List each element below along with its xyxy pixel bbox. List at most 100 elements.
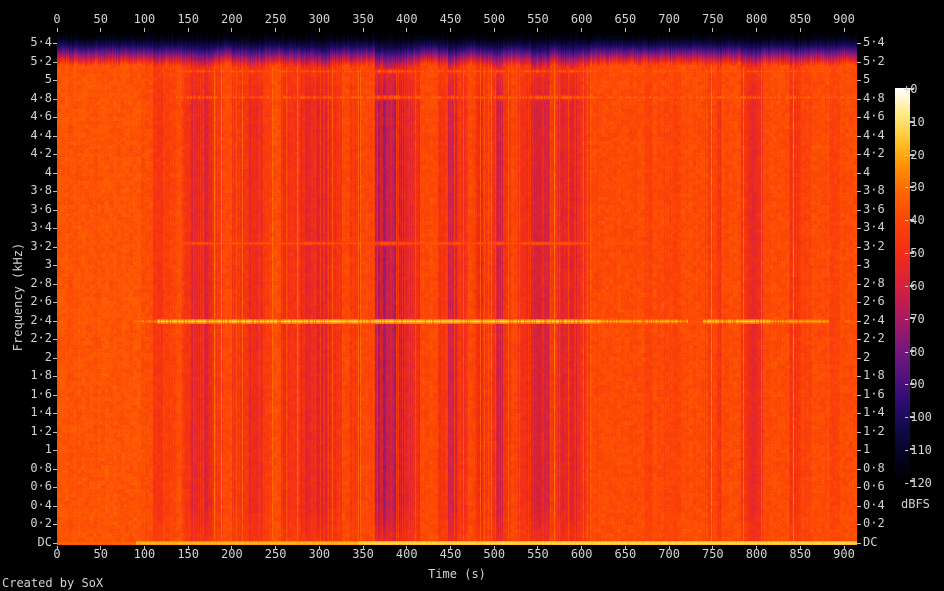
freq-tick-mark-left — [53, 191, 57, 193]
time-tick-label-bottom: 150 — [177, 547, 199, 561]
level-tick-label: -10 — [903, 114, 925, 129]
freq-tick-label-right: 3·6 — [863, 201, 885, 216]
time-tick-label-bottom: 100 — [133, 547, 156, 561]
freq-tick-mark-right — [857, 431, 861, 433]
time-tick-label-top: 250 — [264, 12, 287, 26]
time-tick-label-bottom: 300 — [308, 547, 331, 561]
freq-tick-mark-right — [857, 487, 861, 489]
freq-tick-mark-right — [857, 505, 861, 507]
time-tick-mark-bottom — [537, 546, 539, 550]
freq-tick-label-right: 2·6 — [863, 294, 885, 309]
freq-tick-label-left: 0·6 — [30, 479, 52, 494]
time-tick-mark-top — [187, 28, 189, 32]
time-tick-label-top: 850 — [789, 12, 812, 26]
freq-tick-mark-left — [53, 61, 57, 63]
time-tick-mark-bottom — [56, 546, 58, 550]
freq-tick-mark-left — [53, 228, 57, 230]
freq-tick-mark-right — [857, 265, 861, 267]
freq-tick-mark-left — [53, 524, 57, 526]
time-tick-mark-bottom — [843, 546, 845, 550]
freq-tick-label-right: 0·4 — [863, 497, 885, 512]
time-tick-mark-bottom — [799, 546, 801, 550]
level-tick-label: -60 — [903, 278, 925, 293]
time-tick-label-top: 550 — [527, 12, 549, 26]
level-tick-label: -20 — [903, 147, 925, 162]
freq-tick-mark-right — [857, 154, 861, 156]
freq-tick-label-right: 1·4 — [863, 405, 885, 420]
freq-tick-mark-left — [53, 283, 57, 285]
time-tick-label-top: 900 — [833, 12, 855, 26]
freq-tick-label-right: 5·4 — [863, 35, 885, 49]
freq-tick-label-left: 4·6 — [30, 109, 52, 124]
time-tick-mark-bottom — [187, 546, 189, 550]
freq-tick-label-left: 1 — [44, 442, 52, 457]
time-tick-label-top: 800 — [745, 12, 768, 26]
freq-tick-mark-left — [53, 413, 57, 415]
time-axis-title: Time (s) — [428, 567, 486, 581]
freq-tick-mark-left — [53, 394, 57, 396]
freq-tick-label-right: 3·4 — [863, 220, 885, 235]
freq-tick-mark-right — [857, 450, 861, 452]
freq-tick-mark-right — [857, 98, 861, 100]
freq-tick-label-left: 4 — [44, 164, 52, 179]
freq-tick-label-right: 4·8 — [863, 90, 885, 105]
time-tick-mark-bottom — [406, 546, 408, 550]
time-tick-mark-bottom — [581, 546, 583, 550]
time-tick-label-top: 200 — [221, 12, 243, 26]
freq-tick-mark-left — [53, 43, 57, 44]
freq-tick-mark-left — [53, 376, 57, 378]
time-tick-label-top: 450 — [439, 12, 462, 26]
freq-tick-label-left: 0·4 — [30, 497, 52, 512]
time-tick-mark-top — [143, 28, 145, 32]
time-tick-mark-bottom — [362, 546, 364, 550]
freq-tick-label-right: 4·2 — [863, 146, 885, 161]
level-tick-label: -100 — [903, 410, 932, 425]
freq-tick-label-right: 3·2 — [863, 238, 885, 253]
freq-tick-label-right: 0·8 — [863, 460, 885, 475]
freq-tick-label-right: 3·8 — [863, 183, 885, 198]
level-tick-label: -70 — [903, 311, 925, 326]
freq-tick-mark-right — [857, 43, 861, 44]
time-tick-mark-top — [756, 28, 758, 32]
freq-tick-mark-right — [857, 80, 861, 82]
dbfs-unit-label: dBFS — [901, 497, 930, 511]
freq-tick-label-left: 3·4 — [30, 220, 52, 235]
level-tick-label: -40 — [903, 213, 925, 228]
time-tick-label-bottom: 450 — [439, 547, 462, 561]
time-tick-mark-bottom — [756, 546, 758, 550]
freq-tick-label-right: 2·4 — [863, 312, 885, 327]
time-tick-label-bottom: 750 — [701, 547, 724, 561]
time-tick-mark-top — [799, 28, 801, 32]
freq-tick-label-left: 1·8 — [30, 368, 52, 383]
freq-tick-mark-left — [53, 505, 57, 507]
time-tick-label-bottom: 600 — [570, 547, 593, 561]
freq-tick-label-left: 4·4 — [30, 127, 52, 142]
time-tick-mark-top — [231, 28, 233, 32]
time-tick-mark-bottom — [712, 546, 714, 550]
freq-tick-mark-left — [53, 320, 57, 322]
freq-tick-label-left: 4·8 — [30, 90, 52, 105]
time-tick-label-bottom: 550 — [527, 547, 549, 561]
time-tick-label-top: 750 — [701, 12, 724, 26]
freq-tick-label-left: 5 — [44, 72, 52, 87]
freq-tick-label-right: 2 — [863, 349, 871, 364]
colorbar-gradient — [895, 88, 914, 482]
time-tick-mark-top — [843, 28, 845, 32]
freq-tick-label-right: 5 — [863, 72, 871, 87]
freq-tick-label-left: 1·6 — [30, 386, 52, 401]
freq-tick-mark-left — [53, 154, 57, 156]
freq-tick-mark-left — [53, 246, 57, 248]
freq-tick-label-left: 0·2 — [30, 516, 52, 531]
time-tick-label-top: 100 — [133, 12, 156, 26]
time-tick-mark-bottom — [231, 546, 233, 550]
freq-tick-label-left: 5·4 — [30, 35, 52, 49]
freq-tick-label-right: 1·8 — [863, 368, 885, 383]
time-tick-label-top: 0 — [53, 12, 61, 26]
freq-tick-mark-right — [857, 394, 861, 396]
time-tick-mark-bottom — [668, 546, 670, 550]
freq-tick-mark-right — [857, 524, 861, 526]
level-tick-label: -50 — [903, 246, 925, 261]
freq-tick-mark-left — [53, 98, 57, 100]
freq-tick-label-right: 3 — [863, 257, 871, 272]
time-tick-mark-top — [100, 28, 102, 32]
